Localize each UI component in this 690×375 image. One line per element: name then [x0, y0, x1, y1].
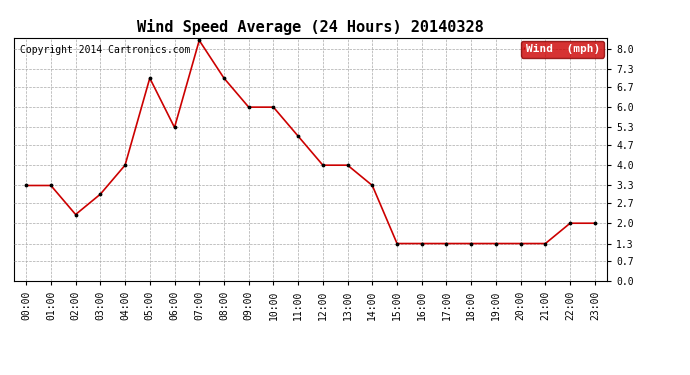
Text: Copyright 2014 Cartronics.com: Copyright 2014 Cartronics.com: [20, 45, 190, 55]
Legend: Wind  (mph): Wind (mph): [521, 41, 604, 57]
Title: Wind Speed Average (24 Hours) 20140328: Wind Speed Average (24 Hours) 20140328: [137, 19, 484, 35]
